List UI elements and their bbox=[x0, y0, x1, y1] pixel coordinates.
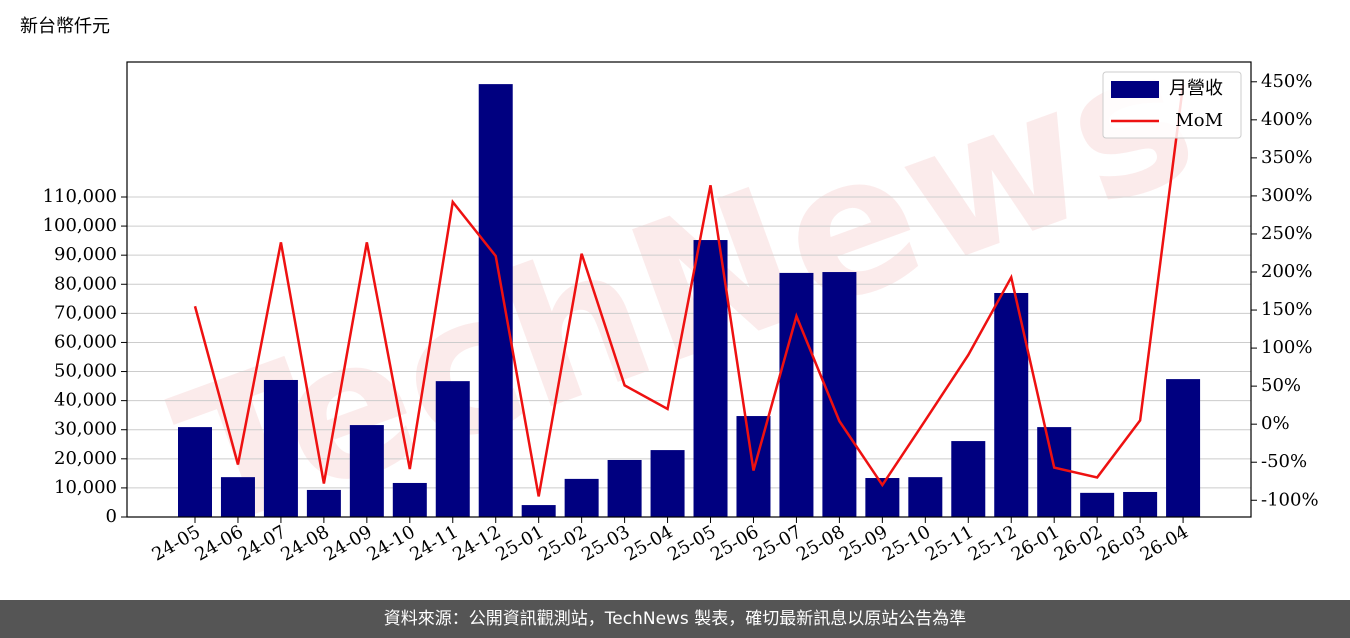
y2-tick-label: 350% bbox=[1261, 147, 1312, 168]
bar bbox=[779, 272, 814, 517]
y-tick-label: 110,000 bbox=[43, 186, 117, 207]
x-tick-label: 25-02 bbox=[535, 521, 590, 565]
x-tick-label: 25-03 bbox=[578, 521, 633, 565]
x-tick-label: 25-11 bbox=[922, 521, 977, 565]
x-tick-label: 25-12 bbox=[965, 521, 1020, 565]
y-tick-label: 0 bbox=[106, 506, 117, 527]
y2-tick-label: 300% bbox=[1261, 185, 1312, 206]
y-tick-label: 50,000 bbox=[54, 361, 117, 382]
x-tick-label: 26-03 bbox=[1094, 521, 1149, 565]
x-tick-label: 24-10 bbox=[363, 521, 418, 565]
x-tick-label: 26-04 bbox=[1137, 521, 1192, 565]
bar bbox=[1037, 427, 1072, 517]
y-tick-label: 10,000 bbox=[54, 477, 117, 498]
legend-label: 月營收 bbox=[1169, 78, 1223, 99]
bar bbox=[178, 427, 212, 517]
y2-tick-label: -100% bbox=[1261, 489, 1319, 510]
y-tick-label: 100,000 bbox=[43, 215, 117, 236]
x-tick-label: 25-10 bbox=[879, 521, 934, 565]
y2-tick-label: 50% bbox=[1261, 375, 1301, 396]
x-tick-label: 24-12 bbox=[449, 521, 504, 565]
bar bbox=[263, 379, 298, 517]
bar bbox=[564, 478, 599, 517]
x-tick-label: 25-08 bbox=[793, 521, 848, 565]
x-tick-label: 25-09 bbox=[836, 521, 891, 565]
x-tick-label: 25-01 bbox=[492, 521, 547, 565]
bar bbox=[1166, 379, 1201, 517]
y2-tick-label: 400% bbox=[1261, 109, 1312, 130]
unit-label: 新台幣仟元 bbox=[20, 16, 110, 37]
line bbox=[193, 84, 1185, 497]
y2-tick-label: 450% bbox=[1261, 71, 1312, 92]
y-tick-label: 40,000 bbox=[54, 390, 117, 411]
x-tick-label: 25-04 bbox=[621, 521, 676, 565]
x-tick-label: 25-05 bbox=[664, 521, 719, 565]
bar bbox=[1080, 492, 1115, 517]
y2-tick-label: 250% bbox=[1261, 223, 1312, 244]
bar bbox=[650, 450, 685, 517]
bar bbox=[349, 425, 384, 517]
y2-tick-label: 100% bbox=[1261, 337, 1312, 358]
x-tick-label: 24-05 bbox=[149, 521, 204, 565]
bar bbox=[607, 459, 642, 517]
footer: 資料來源：公開資訊觀測站，TechNews 製表，確切最新訊息以原站公告為準 bbox=[0, 600, 1350, 638]
x-tick-label: 26-02 bbox=[1051, 521, 1106, 565]
y-tick-label: 80,000 bbox=[54, 273, 117, 294]
bar bbox=[1123, 491, 1158, 517]
y-tick-label: 20,000 bbox=[54, 448, 117, 469]
y-tick-label: 90,000 bbox=[54, 244, 117, 265]
bar bbox=[306, 489, 341, 517]
plot-frame bbox=[126, 61, 1252, 518]
legend-swatch bbox=[1111, 81, 1159, 98]
bar bbox=[392, 482, 427, 517]
y2-tick-label: 150% bbox=[1261, 299, 1312, 320]
y2-tick-label: 200% bbox=[1261, 261, 1312, 282]
x-tick-label: 26-01 bbox=[1008, 521, 1063, 565]
y2-tick-label: -50% bbox=[1261, 451, 1307, 472]
bar bbox=[478, 84, 513, 517]
legend-label: MoM bbox=[1175, 110, 1223, 131]
chart: 新台幣仟元 TechNews010,00020,00030,00040,0005… bbox=[20, 3, 1319, 572]
y-tick-label: 30,000 bbox=[54, 419, 117, 440]
x-tick-label: 24-11 bbox=[406, 521, 461, 565]
y2-tick-label: 0% bbox=[1261, 413, 1290, 434]
x-tick-label: 25-06 bbox=[707, 521, 762, 565]
bar bbox=[693, 240, 728, 518]
bar bbox=[521, 505, 556, 517]
bar bbox=[220, 477, 255, 517]
bar bbox=[435, 381, 470, 517]
x-tick-label: 25-07 bbox=[750, 521, 805, 565]
y-tick-label: 70,000 bbox=[54, 302, 117, 323]
bar bbox=[908, 477, 943, 517]
y-tick-label: 60,000 bbox=[54, 331, 117, 352]
bar bbox=[951, 441, 986, 517]
